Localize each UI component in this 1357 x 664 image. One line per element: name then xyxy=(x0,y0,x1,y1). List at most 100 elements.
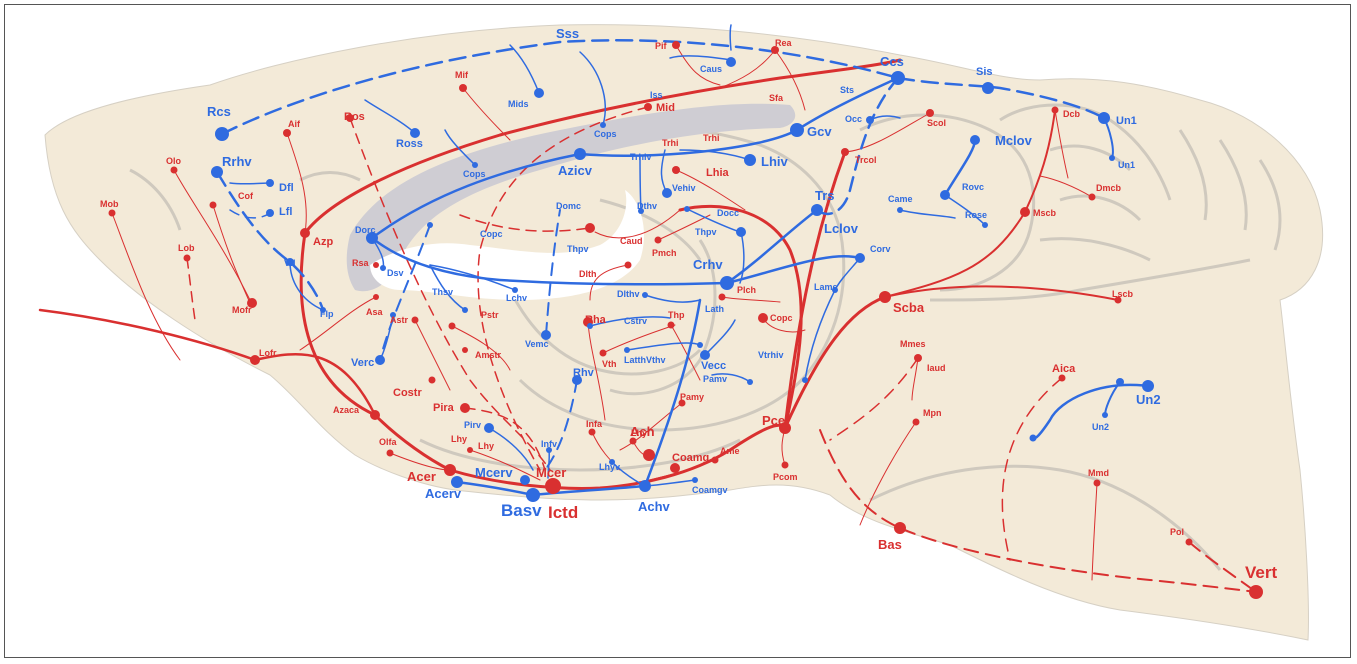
label-vth: Vth xyxy=(602,359,617,369)
label-rose: Rose xyxy=(965,210,987,220)
label-dlth: Dlth xyxy=(579,269,597,279)
label-vehiv: Vehiv xyxy=(672,183,696,193)
label-verc: Verc xyxy=(351,357,374,369)
label-sts: Sts xyxy=(840,85,854,95)
label-thpv2: Thpv xyxy=(567,244,589,254)
label-lscb: Lscb xyxy=(1112,289,1134,299)
label-dmcb: Dmcb xyxy=(1096,183,1122,193)
label-lfl: Lfl xyxy=(279,206,292,218)
label-coamgv: Coamgv xyxy=(692,485,728,495)
label-mmd: Mmd xyxy=(1088,468,1109,478)
label-ros: Ros xyxy=(344,111,365,123)
label-sis: Sis xyxy=(976,66,993,78)
label-trs: Trs xyxy=(815,188,835,203)
label-pmch: Pmch xyxy=(652,248,677,258)
arteries xyxy=(38,44,1257,593)
label-cops-mid: Cops xyxy=(463,169,486,179)
label-sfa: Sfa xyxy=(769,93,784,103)
label-pol: Pol xyxy=(1170,527,1184,537)
label-astr: Astr xyxy=(390,315,409,325)
label-lhyv: Lhyv xyxy=(599,462,620,472)
label-un2a: Un2 xyxy=(1136,392,1161,407)
label-mpn: Mpn xyxy=(923,408,942,418)
label-pira: Pira xyxy=(433,402,455,414)
label-ross: Ross xyxy=(396,138,423,150)
label-copc: Copc xyxy=(480,229,503,239)
label-un1b: Un1 xyxy=(1118,160,1135,170)
label-azicv: Azicv xyxy=(558,163,593,178)
label-trcol: Trcol xyxy=(855,155,877,165)
label-mids: Mids xyxy=(508,99,529,109)
label-vtrhiv: Vtrhiv xyxy=(758,350,784,360)
anatomy-outlines xyxy=(129,103,1282,571)
label-ame: Ame xyxy=(720,446,740,456)
label-thp: Thp xyxy=(668,310,685,320)
label-pcom: Pcom xyxy=(773,472,798,482)
label-cops-top: Cops xyxy=(594,129,617,139)
label-mcer: Mcer xyxy=(536,465,566,480)
label-mofr: Mofr xyxy=(232,305,252,315)
vein-nodes xyxy=(211,57,1154,502)
label-olfa: Olfa xyxy=(379,437,397,447)
label-came: Came xyxy=(888,194,913,204)
label-un1a: Un1 xyxy=(1116,115,1137,127)
label-lofr: Lofr xyxy=(259,348,277,358)
label-rrhv: Rrhv xyxy=(222,154,252,169)
label-trhiv: Trhiv xyxy=(630,152,652,162)
label-lhiv: Lhiv xyxy=(761,154,788,169)
label-sss: Sss xyxy=(556,26,579,41)
label-occ: Occ xyxy=(845,114,862,124)
label-iaud: Iaud xyxy=(927,363,946,373)
label-asa: Asa xyxy=(366,307,384,317)
label-ach: Ach xyxy=(630,424,655,439)
label-crhv: Crhv xyxy=(693,257,723,272)
label-achv: Achv xyxy=(638,499,671,514)
label-pirv: Pirv xyxy=(464,420,481,430)
label-caud: Caud xyxy=(620,236,643,246)
label-vemc: Vemc xyxy=(525,339,549,349)
label-vfl: Vfl xyxy=(284,258,296,268)
label-azp: Azp xyxy=(313,236,333,248)
label-docc: Docc xyxy=(717,208,739,218)
label-rovc: Rovc xyxy=(962,182,984,192)
label-rhv: Rhv xyxy=(573,367,595,379)
label-dcb: Dcb xyxy=(1063,109,1081,119)
label-infa: Infa xyxy=(586,419,603,429)
label-dfl: Dfl xyxy=(279,182,294,194)
label-scba: Scba xyxy=(893,300,925,315)
label-thsv: Thsv xyxy=(432,287,453,297)
label-cof: Cof xyxy=(238,191,254,201)
label-latthvthv: LatthVthv xyxy=(624,355,666,365)
label-un2b: Un2 xyxy=(1092,422,1109,432)
label-lclov: Lclov xyxy=(824,221,859,236)
label-lchv: Lchv xyxy=(506,293,527,303)
label-pif: Pif xyxy=(655,41,668,51)
label-acer: Acer xyxy=(407,469,436,484)
third-ventricle xyxy=(370,190,645,300)
label-mif: Mif xyxy=(455,70,469,80)
label-trhi: Trhi xyxy=(662,138,679,148)
label-caus: Caus xyxy=(700,64,722,74)
label-mid: Mid xyxy=(656,102,675,114)
label-aif: Aif xyxy=(288,119,301,129)
label-rea: Rea xyxy=(775,38,793,48)
label-ictd: Ictd xyxy=(548,503,578,522)
label-dthv: Dthv xyxy=(637,201,657,211)
label-pamy: Pamy xyxy=(680,392,704,402)
label-amstr: Amstr xyxy=(475,350,502,360)
label-pamv: Pamv xyxy=(703,374,727,384)
label-dorc: Dorc xyxy=(355,225,376,235)
label-thpv: Thpv xyxy=(695,227,717,237)
label-lob: Lob xyxy=(178,243,195,253)
label-ccs: Ccs xyxy=(880,54,904,69)
label-lhy-c: Lhy xyxy=(478,441,494,451)
label-dsv: Dsv xyxy=(387,268,404,278)
label-lame: Lame xyxy=(814,282,838,292)
label-coamg: Coamg xyxy=(672,452,709,464)
label-lath: Lath xyxy=(705,304,724,314)
label-aica: Aica xyxy=(1052,363,1076,375)
label-infv: Infv xyxy=(541,439,557,449)
veins xyxy=(215,24,1150,497)
label-lhy-a: Lhy xyxy=(631,428,647,438)
